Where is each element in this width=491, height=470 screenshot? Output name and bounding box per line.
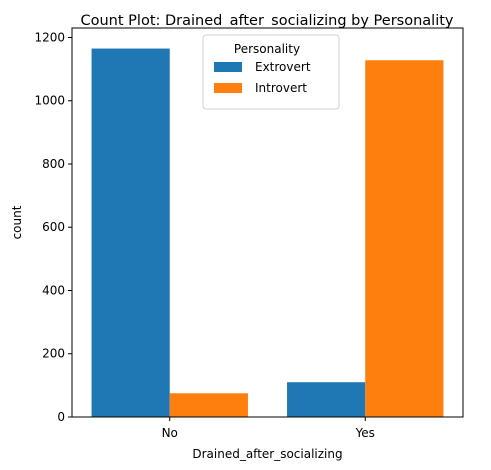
y-tick-label: 1200 [34, 30, 65, 44]
legend-swatch-extrovert [214, 62, 242, 72]
y-tick-label: 400 [42, 283, 65, 297]
y-axis-label: count [10, 205, 24, 239]
y-tick-label: 800 [42, 157, 65, 171]
y-tick-label: 0 [57, 410, 65, 424]
legend-title: Personality [234, 42, 300, 56]
x-tick-label: Yes [355, 426, 375, 440]
chart-title: Count Plot: Drained_after_socializing by… [81, 13, 454, 29]
bar-extrovert-no [91, 48, 170, 417]
y-tick-label: 200 [42, 347, 65, 361]
y-tick-label: 600 [42, 220, 65, 234]
legend: Personality Extrovert Introvert [202, 34, 340, 110]
y-tick-label: 1000 [34, 94, 65, 108]
x-axis-label: Drained_after_socializing [192, 447, 342, 461]
bars [91, 48, 444, 417]
bar-extrovert-yes [287, 382, 366, 417]
x-axis: No Yes [162, 417, 375, 440]
legend-swatch-introvert [214, 83, 242, 93]
y-axis: 0 200 400 600 800 1000 1200 [34, 30, 72, 424]
bar-introvert-yes [365, 60, 444, 417]
x-tick-label: No [162, 426, 178, 440]
legend-label-extrovert: Extrovert [255, 60, 311, 74]
legend-label-introvert: Introvert [255, 81, 307, 95]
bar-introvert-no [169, 393, 248, 417]
plot-frame [71, 27, 464, 418]
